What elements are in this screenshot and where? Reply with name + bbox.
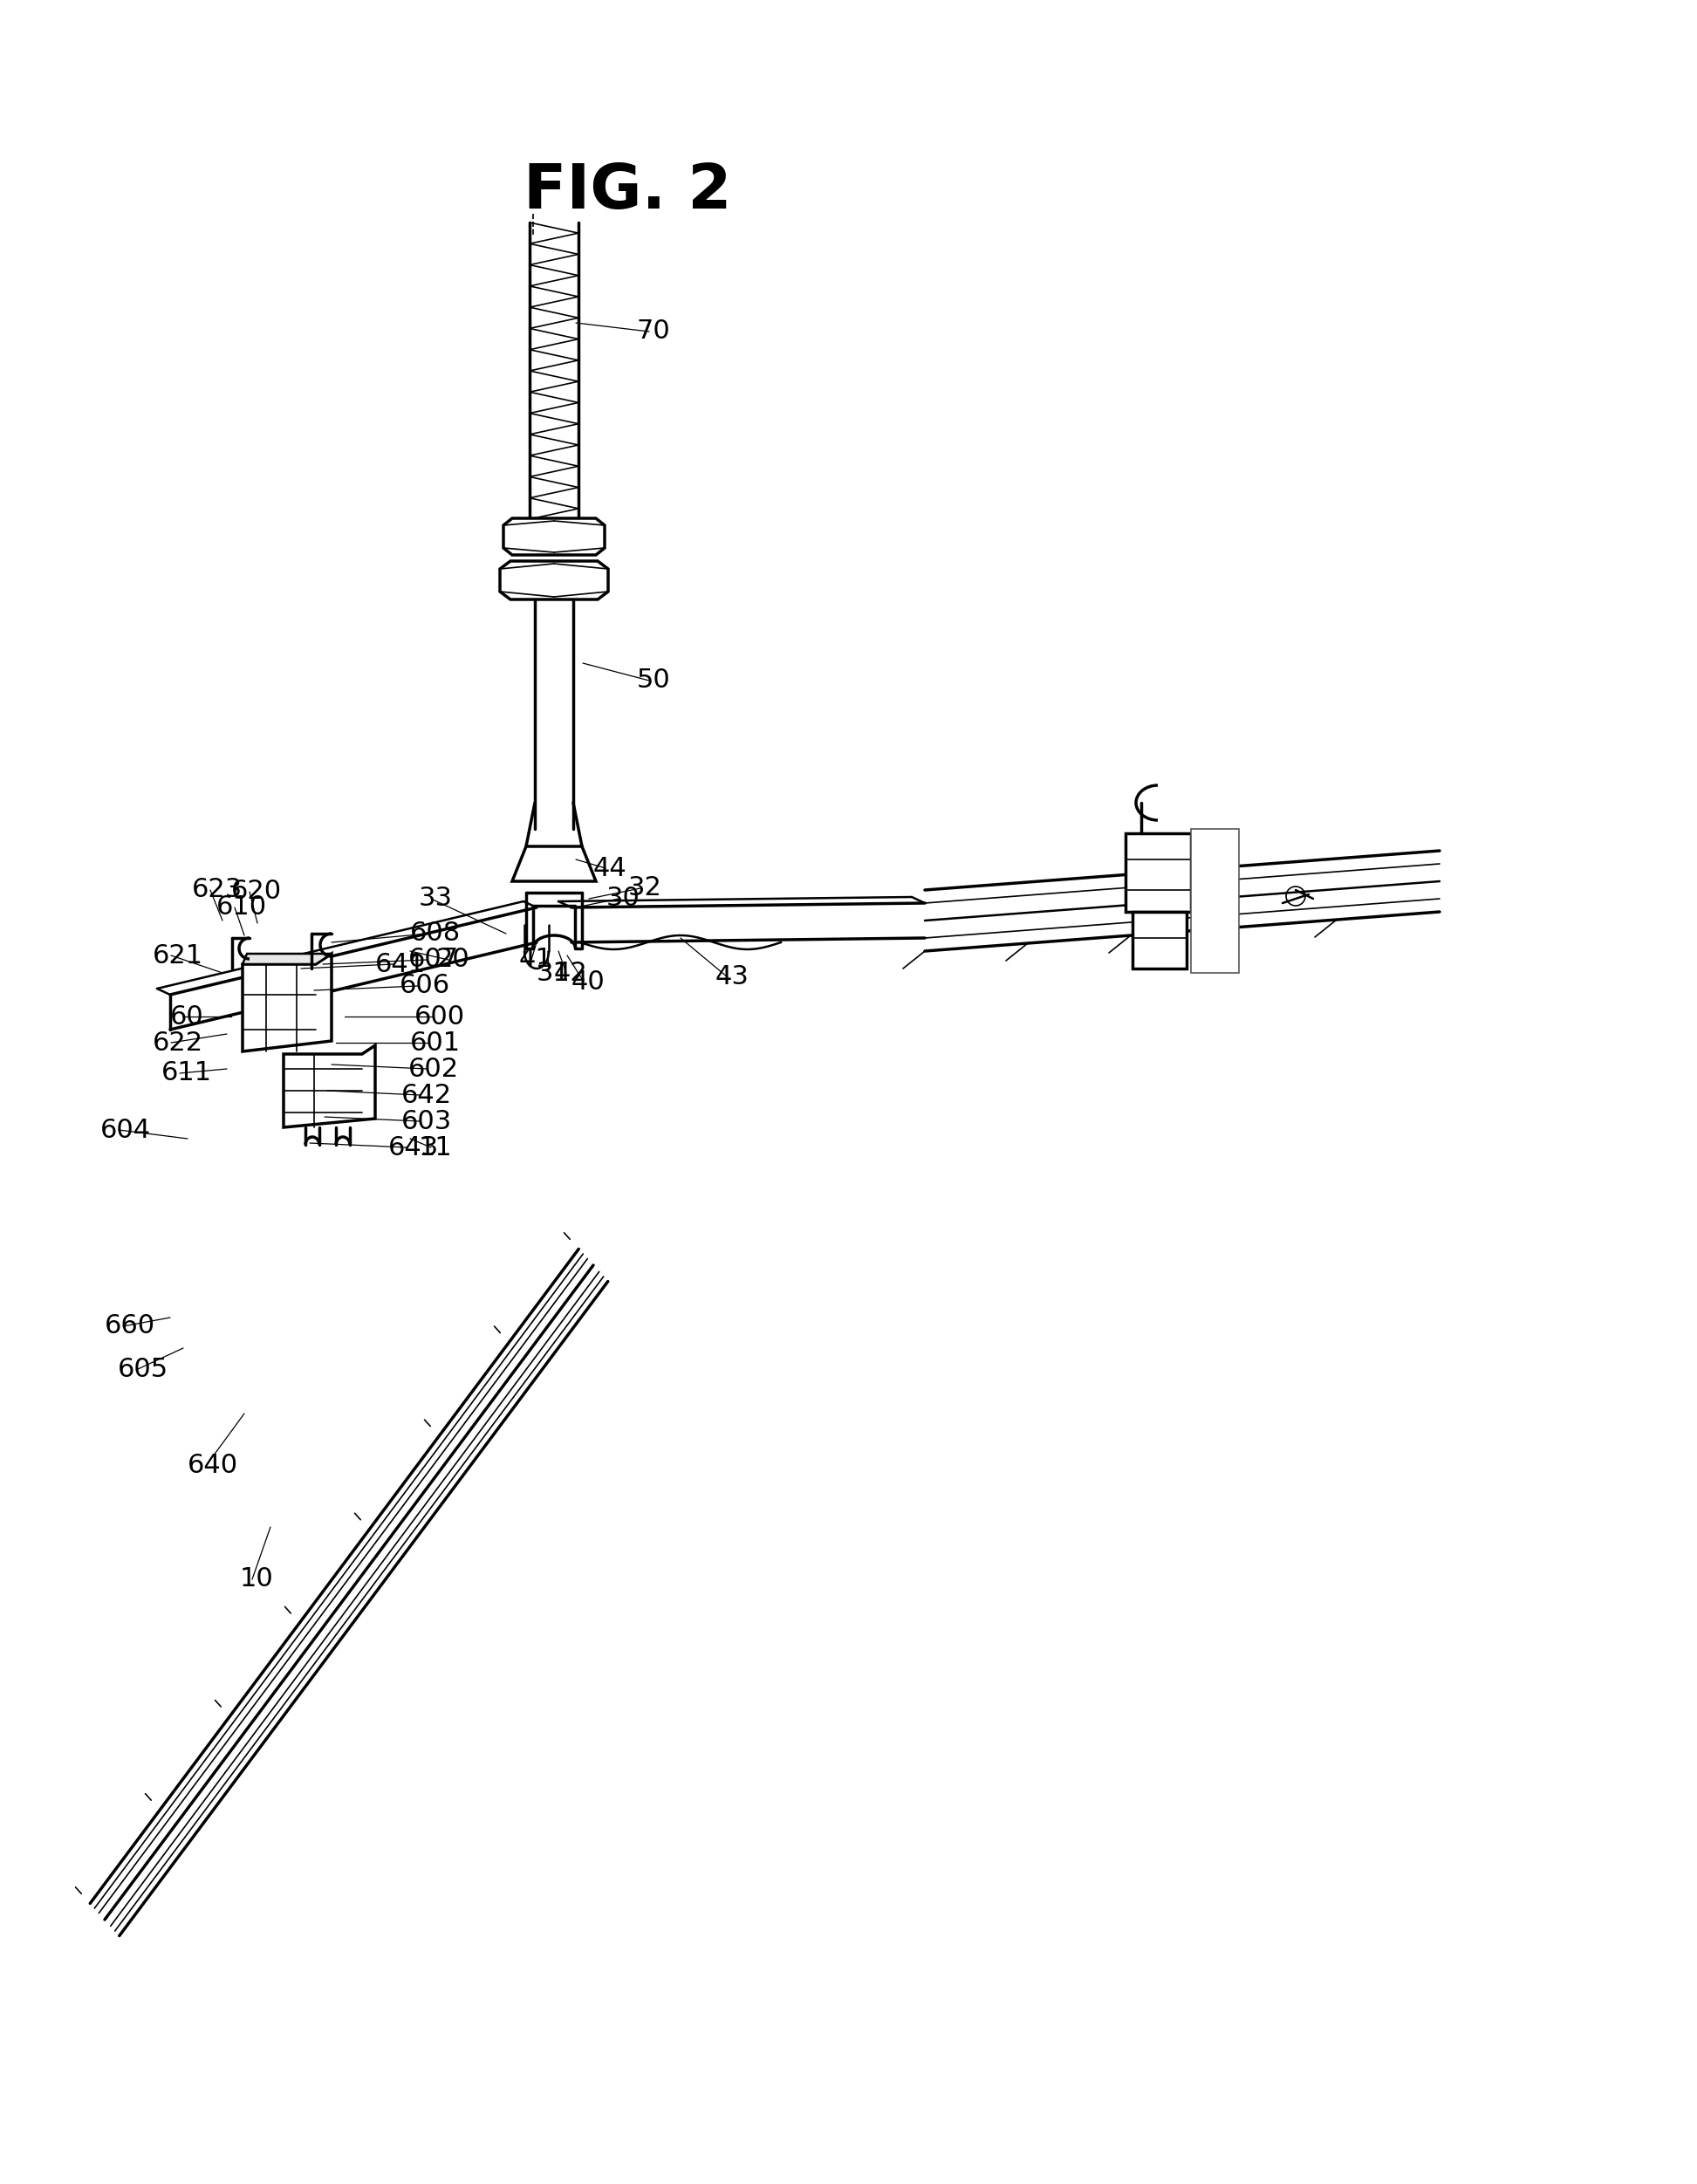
Text: 642: 642 [402,1083,451,1107]
Text: 603: 603 [402,1109,451,1133]
Text: 42: 42 [553,961,587,985]
Text: 640: 640 [188,1452,238,1479]
Text: 10: 10 [239,1566,273,1592]
Text: 11: 11 [419,1136,453,1160]
Text: 605: 605 [117,1356,168,1382]
Text: 32: 32 [628,876,662,902]
Text: 621: 621 [153,943,204,968]
Polygon shape [504,518,604,555]
Polygon shape [1132,911,1186,968]
Polygon shape [512,847,596,882]
Polygon shape [501,561,608,598]
Text: 20: 20 [436,948,470,972]
Polygon shape [283,1046,375,1127]
Text: 604: 604 [100,1118,151,1142]
Text: 623: 623 [192,878,243,902]
Text: 600: 600 [414,1005,465,1029]
Polygon shape [243,954,331,963]
Text: 606: 606 [399,974,450,998]
Text: 643: 643 [389,1136,440,1160]
Text: 608: 608 [411,922,462,946]
Text: 43: 43 [716,965,750,989]
Polygon shape [1191,830,1239,972]
Polygon shape [243,954,331,1051]
Text: 601: 601 [411,1031,462,1055]
Text: 70: 70 [636,319,670,345]
Text: 33: 33 [419,887,453,911]
Text: 44: 44 [594,856,628,880]
Text: 602: 602 [409,1057,460,1081]
Text: FIG. 2: FIG. 2 [523,162,731,221]
Text: 611: 611 [161,1061,212,1085]
Text: 620: 620 [231,880,282,904]
Text: 641: 641 [375,952,426,976]
Text: 607: 607 [409,948,460,972]
Text: 622: 622 [153,1031,204,1055]
Text: 660: 660 [105,1313,156,1339]
Text: 30: 30 [606,887,640,911]
Text: 40: 40 [572,970,606,994]
Text: 31: 31 [536,961,570,985]
Text: 41: 41 [519,948,553,972]
Text: 610: 610 [217,895,266,919]
Text: 60: 60 [170,1005,204,1029]
Polygon shape [1125,834,1191,911]
Text: 50: 50 [636,668,670,692]
